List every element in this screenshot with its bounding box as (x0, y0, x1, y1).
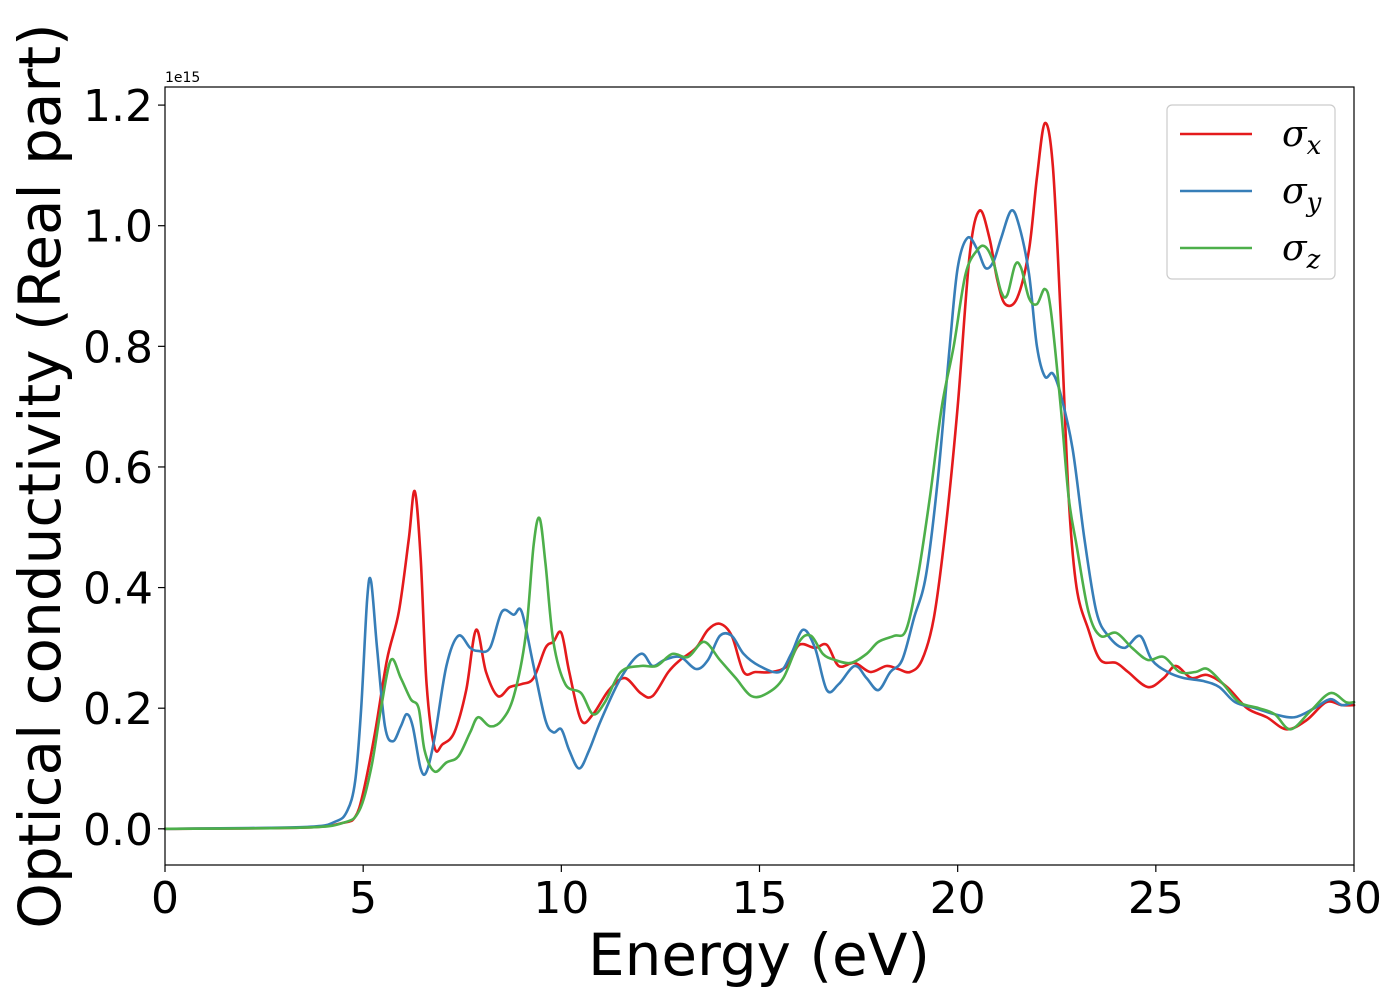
x-tick-label: 10 (533, 873, 589, 924)
plot-area (163, 86, 1356, 866)
y-tick-label: 0.8 (83, 322, 153, 373)
y-offset-label: 1e15 (165, 70, 200, 86)
y-tick-label: 1.0 (83, 202, 153, 253)
x-tick-label: 30 (1326, 873, 1382, 924)
y-axis: 0.0 0.2 0.4 0.6 0.8 1.0 1.2 (83, 81, 165, 856)
y-tick-label: 1.2 (83, 81, 153, 132)
x-tick-label: 25 (1128, 873, 1184, 924)
series-line-sigma-x (163, 121, 1356, 831)
y-tick-label: 0.6 (83, 443, 153, 494)
x-tick-label: 20 (930, 873, 986, 924)
y-axis-title: Optical conductivity (Real part) (6, 23, 74, 928)
y-tick-label: 0.0 (83, 805, 153, 856)
series-line-sigma-y (163, 208, 1356, 831)
y-tick-label: 0.4 (83, 564, 153, 615)
x-axis: 0 5 10 15 20 25 30 (151, 865, 1382, 924)
series-layer (163, 121, 1356, 831)
y-tick-label: 0.2 (83, 684, 153, 735)
x-tick-label: 15 (732, 873, 788, 924)
x-tick-label: 0 (151, 873, 179, 924)
x-axis-title: Energy (eV) (588, 921, 930, 989)
x-tick-label: 5 (349, 873, 377, 924)
series-line-sigma-z (163, 244, 1356, 831)
